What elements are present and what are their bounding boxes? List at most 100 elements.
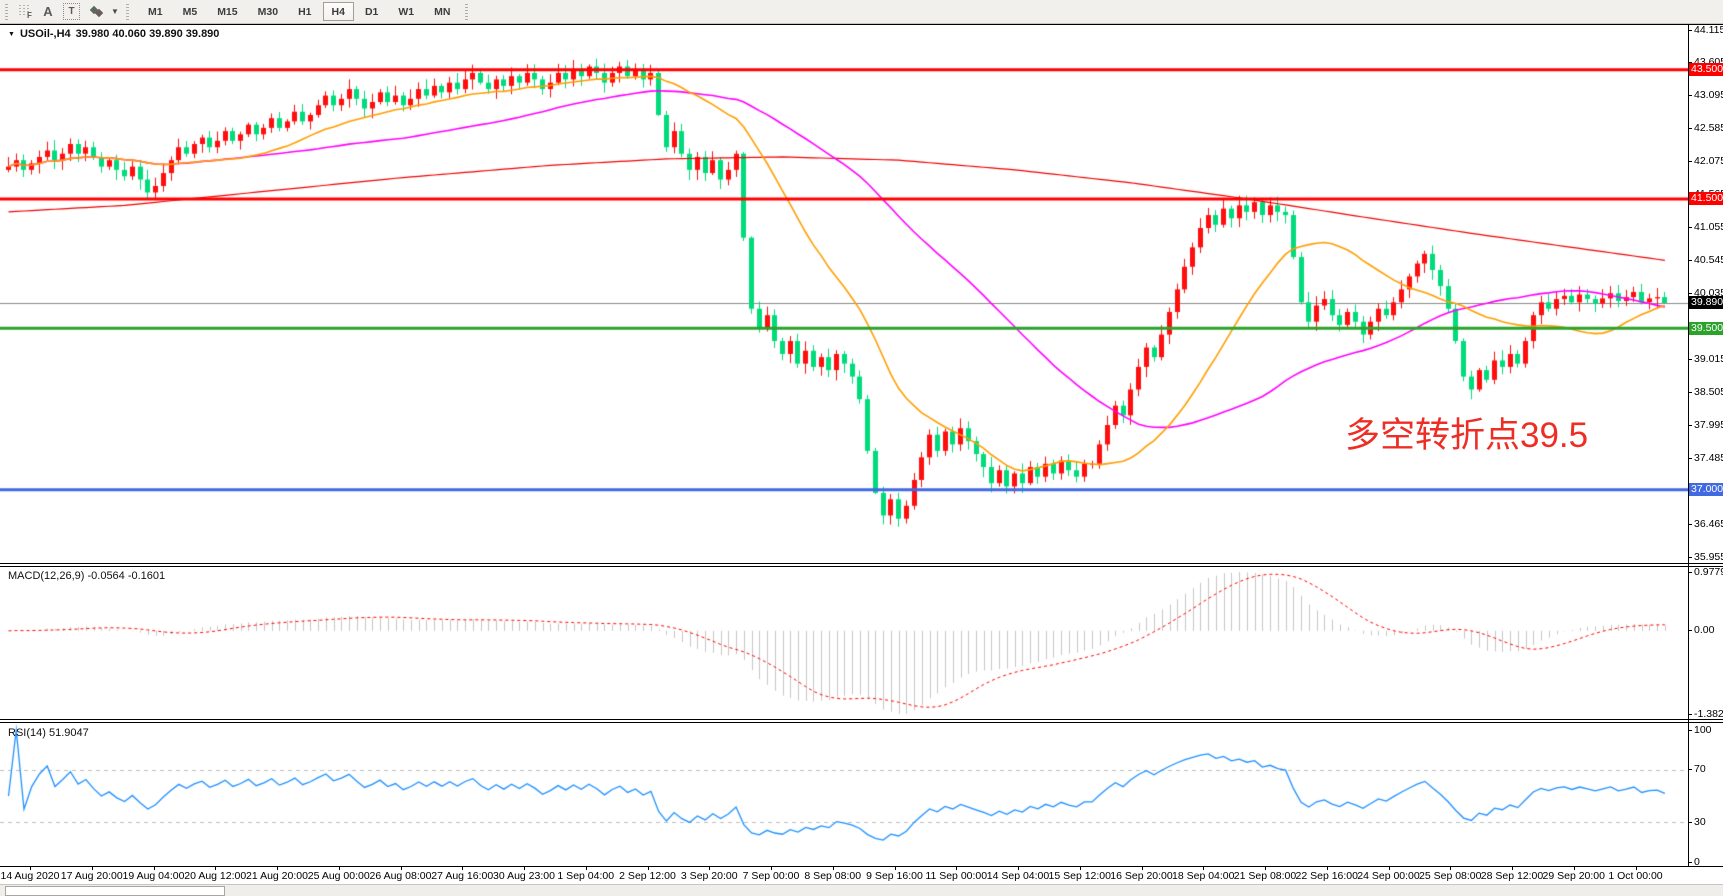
macd-header[interactable]: MACD(12,26,9) -0.0564 -0.1601 xyxy=(8,570,165,582)
rsi-header[interactable]: RSI(14) 51.9047 xyxy=(8,727,89,739)
macd-scale-label: 0.9779 xyxy=(1694,565,1723,578)
fibo-grid-tool-button[interactable]: F xyxy=(13,2,37,22)
text-box-icon: T xyxy=(63,3,80,20)
time-tick-label: 11 Sep 00:00 xyxy=(925,870,988,882)
price-tick-label: 39.015 xyxy=(1694,352,1723,365)
toolbar: F A T ▼ M1 M5 M15 M30 H1 H4 D1 W1 MN xyxy=(0,0,1723,24)
text-label-icon: A xyxy=(43,4,53,19)
time-tick-mark xyxy=(894,867,896,870)
timeframe-button-h4[interactable]: H4 xyxy=(322,2,354,21)
time-tick-label: 16 Sep 20:00 xyxy=(1110,870,1173,882)
price-level-badge: 43.500 xyxy=(1689,63,1723,77)
timeframe-button-m15[interactable]: M15 xyxy=(208,2,246,21)
price-tick-mark xyxy=(1688,227,1692,229)
time-tick-label: 15 Sep 12:00 xyxy=(1048,870,1111,882)
price-tick-label: 35.955 xyxy=(1694,550,1723,563)
macd-rsi-separator[interactable] xyxy=(0,722,1723,723)
time-tick-label: 14 Aug 2020 xyxy=(0,870,60,882)
price-level-badge: 39.890 xyxy=(1689,296,1723,310)
price-tick-label: 44.115 xyxy=(1694,23,1723,36)
rsi-label: RSI(14) xyxy=(8,727,46,739)
timeframe-button-m1[interactable]: M1 xyxy=(139,2,172,21)
time-tick-label: 29 Sep 20:00 xyxy=(1542,870,1605,882)
price-tick-label: 42.075 xyxy=(1694,155,1723,168)
time-tick-mark xyxy=(524,867,525,870)
time-tick-mark xyxy=(277,867,278,870)
time-tick-label: 22 Sep 16:00 xyxy=(1295,870,1358,882)
time-tick-mark xyxy=(1265,867,1266,870)
time-tick-mark xyxy=(709,867,711,870)
time-tick-label: 19 Aug 04:00 xyxy=(122,870,185,882)
price-tick-mark xyxy=(1688,29,1692,31)
macd-tick-mark xyxy=(1688,571,1692,573)
rsi-value: 51.9047 xyxy=(48,727,89,739)
time-tick-label: 17 Aug 20:00 xyxy=(60,870,123,882)
time-tick-label: 26 Aug 08:00 xyxy=(369,870,432,882)
chart-text-annotation[interactable]: 多空转折点39.5 xyxy=(1345,416,1589,455)
price-tick-mark xyxy=(1688,523,1692,525)
time-tick-label: 18 Sep 04:00 xyxy=(1172,870,1235,882)
main-macd-separator[interactable] xyxy=(0,563,1723,564)
rsi-scale-label: 0 xyxy=(1694,855,1700,868)
price-tick-mark xyxy=(1688,128,1692,130)
timeframe-button-h1[interactable]: H1 xyxy=(289,2,320,21)
svg-text:F: F xyxy=(27,11,32,19)
time-tick-mark xyxy=(1203,867,1205,870)
toolbar-grip[interactable] xyxy=(5,3,8,20)
price-tick-mark xyxy=(1688,457,1692,459)
price-tick-mark xyxy=(1688,556,1692,558)
status-strip xyxy=(0,884,1723,896)
fibo-grid-icon: F xyxy=(19,5,32,19)
collapse-caret-icon[interactable]: ▼ xyxy=(8,30,15,38)
time-tick-label: 7 Sep 00:00 xyxy=(742,870,800,882)
symbol-header[interactable]: ▼ USOil-,H4 39.980 40.060 39.890 39.890 xyxy=(8,28,219,40)
time-tick-label: 30 Aug 23:00 xyxy=(493,870,555,882)
timeframe-button-d1[interactable]: D1 xyxy=(356,2,387,21)
text-label-tool-button[interactable]: A xyxy=(37,2,59,22)
time-tick-mark xyxy=(1450,867,1452,870)
price-tick-mark xyxy=(1688,391,1692,393)
time-tick-mark xyxy=(647,867,649,870)
time-tick-mark xyxy=(215,867,217,870)
price-tick-mark xyxy=(1688,358,1692,360)
main-macd-separator[interactable] xyxy=(0,566,1723,567)
arrows-dropdown-caret[interactable]: ▼ xyxy=(109,2,121,22)
macd-rsi-separator[interactable] xyxy=(0,719,1723,720)
time-tick-label: 27 Aug 16:00 xyxy=(431,870,494,882)
macd-scale-label: -1.382 xyxy=(1694,707,1723,720)
price-tick-label: 38.505 xyxy=(1694,385,1723,398)
price-level-badge: 41.500 xyxy=(1689,192,1723,206)
rsi-tick-mark xyxy=(1688,861,1692,863)
price-tick-mark xyxy=(1688,424,1692,426)
price-tick-label: 43.605 xyxy=(1694,57,1723,68)
quick-navigation-box[interactable] xyxy=(5,886,225,896)
time-tick-mark xyxy=(585,867,587,870)
time-tick-mark xyxy=(400,867,402,870)
text-box-tool-button[interactable]: T xyxy=(59,2,84,22)
timeframe-button-w1[interactable]: W1 xyxy=(389,2,423,21)
timeframe-buttons: M1 M5 M15 M30 H1 H4 D1 W1 MN xyxy=(138,2,460,21)
time-tick-label: 21 Sep 08:00 xyxy=(1233,870,1297,882)
timeframe-button-m5[interactable]: M5 xyxy=(174,2,207,21)
time-tick-mark xyxy=(956,867,958,870)
price-tick-label: 36.465 xyxy=(1694,517,1723,530)
arrow-objects-icon xyxy=(89,5,104,18)
timeframe-button-m30[interactable]: M30 xyxy=(249,2,287,21)
price-tick-label: 40.545 xyxy=(1694,254,1723,267)
chart-top-border xyxy=(0,24,1723,25)
chart-canvas[interactable] xyxy=(0,24,1688,866)
toolbar-grip[interactable] xyxy=(126,3,129,20)
toolbar-grip[interactable] xyxy=(465,3,469,20)
symbol-quote: 39.980 40.060 39.890 39.890 xyxy=(75,28,220,40)
price-tick-label: 40.035 xyxy=(1694,287,1723,300)
price-level-badge: 39.500 xyxy=(1689,321,1723,335)
time-tick-mark xyxy=(91,867,93,870)
timeframe-button-mn[interactable]: MN xyxy=(425,2,459,21)
time-tick-label: 24 Sep 00:00 xyxy=(1357,870,1420,882)
price-tick-label: 42.585 xyxy=(1694,122,1723,135)
price-tick-label: 43.095 xyxy=(1694,89,1723,102)
arrow-objects-tool-button[interactable] xyxy=(84,2,109,22)
time-axis-border xyxy=(0,866,1723,867)
time-tick-mark xyxy=(1388,867,1390,870)
time-tick-mark xyxy=(1141,867,1143,870)
